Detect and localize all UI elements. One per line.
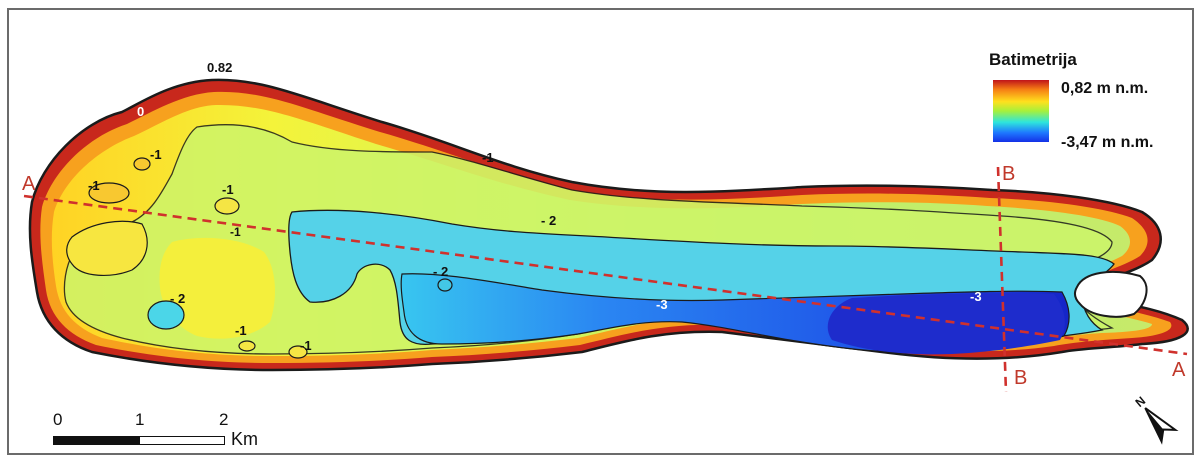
contour-label-m1-s: -1	[300, 338, 312, 353]
contour-label-m3-east: -3	[970, 289, 982, 304]
pocket-m1-b	[88, 182, 130, 204]
section-line-b-b	[996, 166, 1008, 393]
section-label-a-east: A	[1172, 359, 1186, 381]
contour-label-m1-w: -1	[88, 178, 100, 193]
scale-label-1: 1	[135, 410, 145, 429]
north-arrow-icon: N	[1133, 394, 1179, 445]
scale-label-2: 2	[219, 410, 229, 429]
contour-label-m1-small: -1	[230, 225, 241, 239]
contour-label-m2-west: - 2	[170, 291, 185, 306]
legend-title: Batimetrija	[989, 50, 1077, 69]
shallow-patch-west	[66, 220, 148, 276]
legend-color-ramp	[993, 80, 1049, 142]
contour-label-top: 0.82	[207, 60, 232, 75]
section-label-b-south: B	[1014, 367, 1027, 389]
scale-segment-black	[53, 436, 141, 445]
deepest-zone	[827, 293, 1065, 355]
pocket-m1-d	[238, 340, 256, 352]
contour-label-m3-center: -3	[656, 297, 668, 312]
pocket-m1-a	[214, 197, 240, 215]
scale-label-0: 0	[53, 410, 63, 429]
contour-label-m1-c: -1	[222, 182, 234, 197]
section-label-a-west: A	[22, 173, 36, 195]
shallow-patch-center	[159, 237, 275, 339]
contour-label-m1-sw: -1	[235, 323, 247, 338]
pocket-m1-c	[133, 157, 151, 171]
pocket-m1-e	[288, 345, 308, 359]
section-label-b-north: B	[1002, 163, 1015, 185]
pocket-m2-west	[147, 300, 185, 330]
contour-label-m2-mid: - 2	[433, 264, 448, 279]
contour-label-m1-north: -1	[482, 150, 494, 165]
east-inlet	[1074, 270, 1148, 318]
contour-label-zero: 0	[137, 104, 144, 119]
scale-segment-white	[139, 436, 225, 445]
pocket-m2-mid	[437, 278, 453, 292]
section-line-a-a	[23, 194, 1188, 356]
bathymetry-map: 0.82 0 -1 -1 -1 -1 -1 - 2 - 2 - 2 -1 -1 …	[22, 60, 1189, 445]
contour-label-m1-nw: -1	[150, 147, 162, 162]
map-frame: 0.82 0 -1 -1 -1 -1 -1 - 2 - 2 - 2 -1 -1 …	[7, 8, 1194, 455]
legend-max-label: 0,82 m n.m.	[1061, 80, 1149, 97]
scale-unit: Km	[231, 429, 258, 449]
contour-label-m2-north: - 2	[541, 213, 556, 228]
legend-min-label: -3,47 m n.m.	[1061, 134, 1154, 151]
